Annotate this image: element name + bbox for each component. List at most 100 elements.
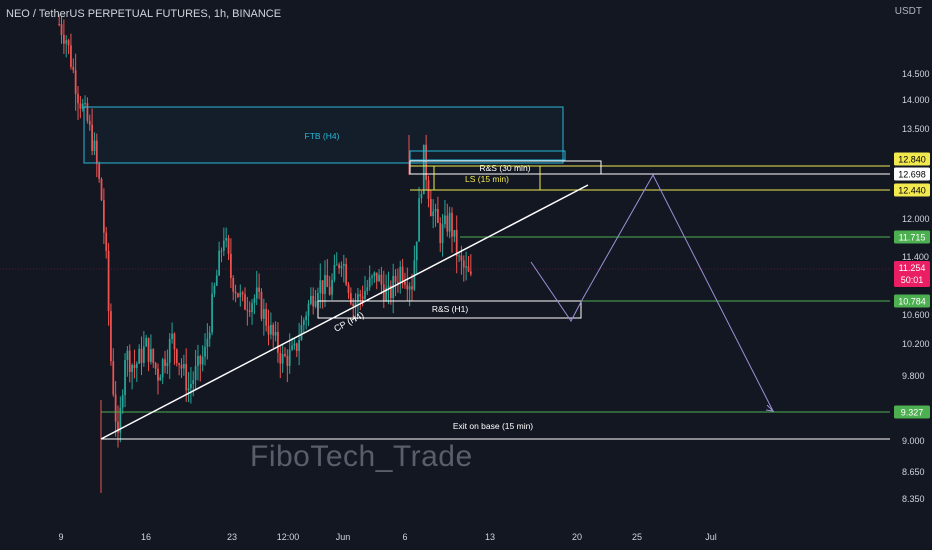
candle-body [305, 315, 308, 321]
candle-body [197, 355, 199, 366]
candle-body [288, 349, 291, 366]
candle-body [439, 222, 442, 244]
candle-body [394, 275, 397, 283]
zone-ls-15min-label: LS (15 min) [465, 174, 509, 184]
candle-body [354, 302, 357, 307]
candle-body [437, 208, 439, 223]
candle-body [460, 255, 463, 261]
candle-body [133, 364, 136, 369]
candle-body [317, 293, 319, 301]
candle-body [277, 331, 279, 353]
candle-body [208, 332, 211, 339]
candle-body [279, 352, 282, 364]
candle-body [86, 103, 89, 121]
projection-path [530, 173, 774, 412]
candle-body [453, 229, 456, 237]
candle-body [175, 349, 178, 364]
candle-body [95, 140, 98, 164]
candle-body [72, 66, 75, 71]
candle-body [378, 274, 380, 282]
price-tags: 12.840 12.698 12.440 11.715 11.254 50:01 10.78… [894, 152, 930, 419]
candle-body [387, 285, 390, 288]
candle-body [326, 275, 329, 287]
x-tick-label: 9 [58, 532, 63, 542]
currency-label: USDT [894, 6, 922, 17]
projection-arrowhead [765, 404, 775, 412]
candle-body [88, 120, 91, 125]
candle-body [211, 293, 213, 333]
price-tag-value: 10.784 [898, 297, 926, 307]
y-tick-label: 12.000 [902, 214, 930, 224]
zone-rs-h1 [317, 300, 582, 319]
candle-body [462, 260, 465, 268]
candle-body [100, 178, 103, 201]
candle-body [258, 287, 260, 292]
price-tag-value: 11.715 [899, 233, 926, 243]
candle-body [347, 284, 350, 294]
candle-body [408, 286, 411, 290]
x-tick-label: 6 [402, 532, 407, 542]
candle-body [335, 264, 338, 266]
candle-body [366, 287, 369, 291]
candle-body [465, 266, 467, 268]
candle-body [65, 40, 68, 44]
price-tag-value: 12.440 [898, 186, 926, 196]
candle-body [281, 354, 284, 364]
candle-body [260, 291, 263, 319]
candle-body [255, 287, 258, 299]
candle-body [58, 24, 61, 25]
candle-body [232, 278, 235, 292]
candle-body [154, 362, 157, 369]
candle-body [331, 279, 333, 295]
drawing-overlays: FTB (H4) R&S (30 min)LS (15 min) R&S (H1) E… [0, 106, 890, 440]
candle-body [286, 355, 289, 366]
candle-body [241, 292, 244, 295]
candle-body [117, 421, 119, 433]
candle-body [178, 363, 181, 365]
candle-body [248, 310, 251, 313]
candle-body [284, 354, 286, 356]
candle-body [262, 309, 265, 319]
candle-body [295, 343, 298, 351]
zone-rs-h1-label: R&S (H1) [432, 304, 469, 314]
x-tick-label: Jul [705, 532, 717, 542]
candle-body [74, 70, 77, 94]
price-tag-value: 9.327 [901, 408, 924, 418]
candle-body [342, 264, 345, 266]
candle-body [382, 284, 385, 301]
candle-body [84, 103, 86, 105]
candle-body [119, 407, 122, 433]
candle-body [239, 292, 242, 297]
price-tag [894, 167, 930, 181]
candle-body [267, 325, 270, 335]
candle-body [300, 325, 303, 340]
candle-body [422, 144, 425, 195]
candle-body [411, 286, 413, 290]
candle-body [307, 303, 310, 316]
candle-body [418, 198, 420, 242]
candle-body [180, 364, 183, 369]
y-tick-label: 14.500 [902, 69, 930, 79]
price-tag [894, 294, 930, 308]
candle-body [274, 331, 277, 336]
price-tag [894, 261, 930, 287]
candle-body [105, 232, 108, 251]
candle-body [312, 295, 315, 307]
candle-body [291, 345, 293, 350]
candle-body [138, 348, 141, 364]
candle-body [368, 277, 371, 288]
candle-body [364, 290, 366, 299]
candle-body [112, 361, 115, 395]
x-tick-label: 20 [572, 532, 582, 542]
x-tick-label: Jun [336, 532, 351, 542]
candle-body [187, 388, 190, 391]
candle-body [164, 359, 166, 367]
candle-body [131, 364, 133, 373]
y-tick-label: 9.000 [902, 436, 925, 446]
x-tick-label: 23 [227, 532, 237, 542]
candle-body [401, 266, 404, 282]
candle-body [321, 280, 324, 294]
candle-body [157, 368, 159, 381]
candle-body [63, 34, 65, 44]
